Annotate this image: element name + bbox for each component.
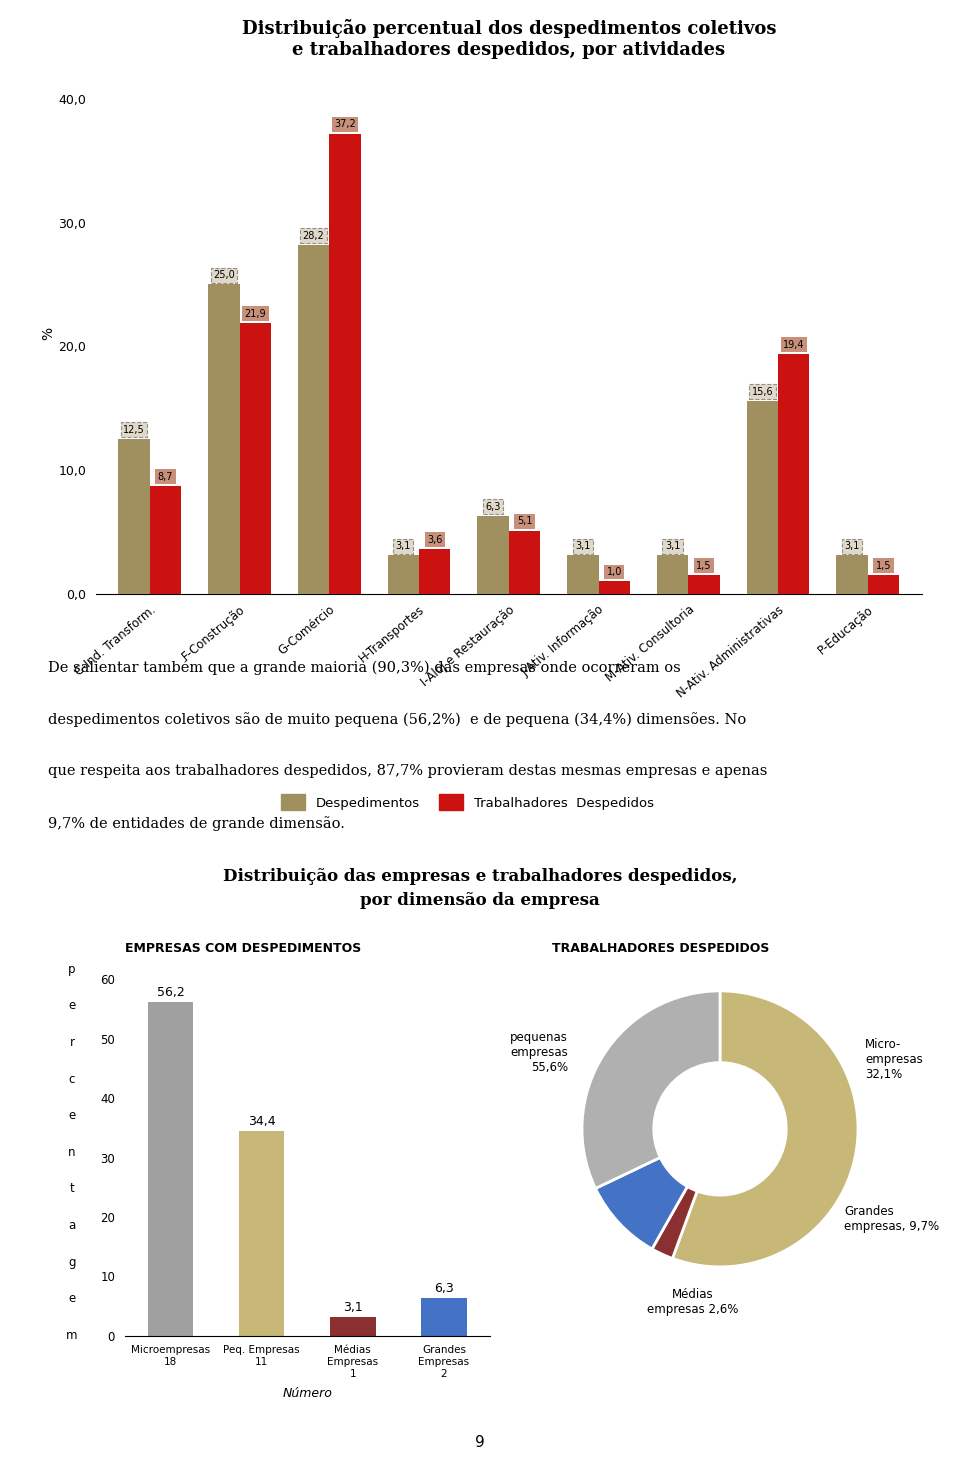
Bar xyxy=(657,555,688,594)
Bar xyxy=(778,353,809,594)
Legend: Despedimentos, Trabalhadores  Despedidos: Despedimentos, Trabalhadores Despedidos xyxy=(276,789,660,816)
Text: Micro-
empresas
32,1%: Micro- empresas 32,1% xyxy=(865,1039,923,1082)
Text: 3,6: 3,6 xyxy=(427,534,443,545)
Text: p: p xyxy=(68,963,76,975)
Bar xyxy=(208,285,240,594)
Text: despedimentos coletivos são de muito pequena (56,2%)  e de pequena (34,4%) dimen: despedimentos coletivos são de muito peq… xyxy=(48,712,746,727)
Text: 34,4: 34,4 xyxy=(248,1116,276,1128)
Bar xyxy=(868,576,900,594)
Text: 12,5: 12,5 xyxy=(123,424,145,435)
Text: 3,1: 3,1 xyxy=(665,542,681,551)
Bar xyxy=(388,555,420,594)
Text: pequenas
empresas
55,6%: pequenas empresas 55,6% xyxy=(511,1031,568,1074)
X-axis label: Número: Número xyxy=(282,1388,332,1399)
Wedge shape xyxy=(582,991,720,1189)
Text: 9,7% de entidades de grande dimensão.: 9,7% de entidades de grande dimensão. xyxy=(48,816,345,831)
Text: De salientar também que a grande maioria (90,3%) das empresas onde ocorreram os: De salientar também que a grande maioria… xyxy=(48,660,681,675)
Text: 25,0: 25,0 xyxy=(213,270,235,280)
Text: 1,5: 1,5 xyxy=(876,561,891,571)
Text: 8,7: 8,7 xyxy=(157,472,174,482)
Text: 3,1: 3,1 xyxy=(343,1301,363,1315)
Text: EMPRESAS COM DESPEDIMENTOS: EMPRESAS COM DESPEDIMENTOS xyxy=(125,942,361,956)
Wedge shape xyxy=(672,991,858,1267)
Text: e: e xyxy=(68,1109,76,1122)
Bar xyxy=(329,134,361,594)
Text: 28,2: 28,2 xyxy=(302,230,324,240)
Text: 1,5: 1,5 xyxy=(696,561,711,571)
Bar xyxy=(509,531,540,594)
Text: e: e xyxy=(68,1293,76,1306)
Bar xyxy=(420,549,450,594)
Text: Médias
empresas 2,6%: Médias empresas 2,6% xyxy=(647,1288,738,1316)
Bar xyxy=(747,401,778,594)
Bar xyxy=(118,439,150,594)
Bar xyxy=(477,516,509,594)
Bar xyxy=(688,576,720,594)
Text: 6,3: 6,3 xyxy=(434,1282,454,1296)
Text: 37,2: 37,2 xyxy=(334,119,356,129)
Bar xyxy=(298,245,329,594)
Bar xyxy=(421,1298,467,1336)
Text: que respeita aos trabalhadores despedidos, 87,7% provieram destas mesmas empresa: que respeita aos trabalhadores despedido… xyxy=(48,764,767,778)
Text: 3,1: 3,1 xyxy=(396,542,411,551)
Text: m: m xyxy=(66,1330,78,1342)
Text: e: e xyxy=(68,999,76,1012)
Text: 19,4: 19,4 xyxy=(783,340,804,350)
Text: 6,3: 6,3 xyxy=(486,502,501,512)
Text: 1,0: 1,0 xyxy=(607,567,622,577)
Text: 56,2: 56,2 xyxy=(156,985,184,999)
Text: t: t xyxy=(70,1183,74,1196)
Bar xyxy=(148,1002,193,1336)
Text: Distribuição das empresas e trabalhadores despedidos,
por dimensão da empresa: Distribuição das empresas e trabalhadore… xyxy=(223,868,737,908)
Text: 9: 9 xyxy=(475,1435,485,1450)
Text: TRABALHADORES DESPEDIDOS: TRABALHADORES DESPEDIDOS xyxy=(552,942,769,956)
Bar xyxy=(598,582,630,594)
Y-axis label: %: % xyxy=(41,328,56,340)
Bar xyxy=(836,555,868,594)
Text: 21,9: 21,9 xyxy=(245,309,266,319)
Text: Grandes
empresas, 9,7%: Grandes empresas, 9,7% xyxy=(844,1205,939,1233)
Bar xyxy=(567,555,598,594)
Bar xyxy=(240,322,271,594)
Text: 15,6: 15,6 xyxy=(752,386,773,396)
Wedge shape xyxy=(652,1187,697,1258)
Text: c: c xyxy=(69,1073,75,1085)
Text: 3,1: 3,1 xyxy=(845,542,860,551)
Bar xyxy=(239,1131,284,1336)
Text: a: a xyxy=(68,1220,76,1232)
Wedge shape xyxy=(595,1158,687,1250)
Text: n: n xyxy=(68,1146,76,1159)
Text: 5,1: 5,1 xyxy=(516,516,532,527)
Text: r: r xyxy=(69,1036,75,1049)
Bar xyxy=(150,485,181,594)
Title: Distribuição percentual dos despedimentos coletivos
e trabalhadores despedidos, : Distribuição percentual dos despedimento… xyxy=(242,19,776,59)
Bar xyxy=(330,1318,375,1336)
Text: 3,1: 3,1 xyxy=(575,542,590,551)
Text: g: g xyxy=(68,1255,76,1269)
